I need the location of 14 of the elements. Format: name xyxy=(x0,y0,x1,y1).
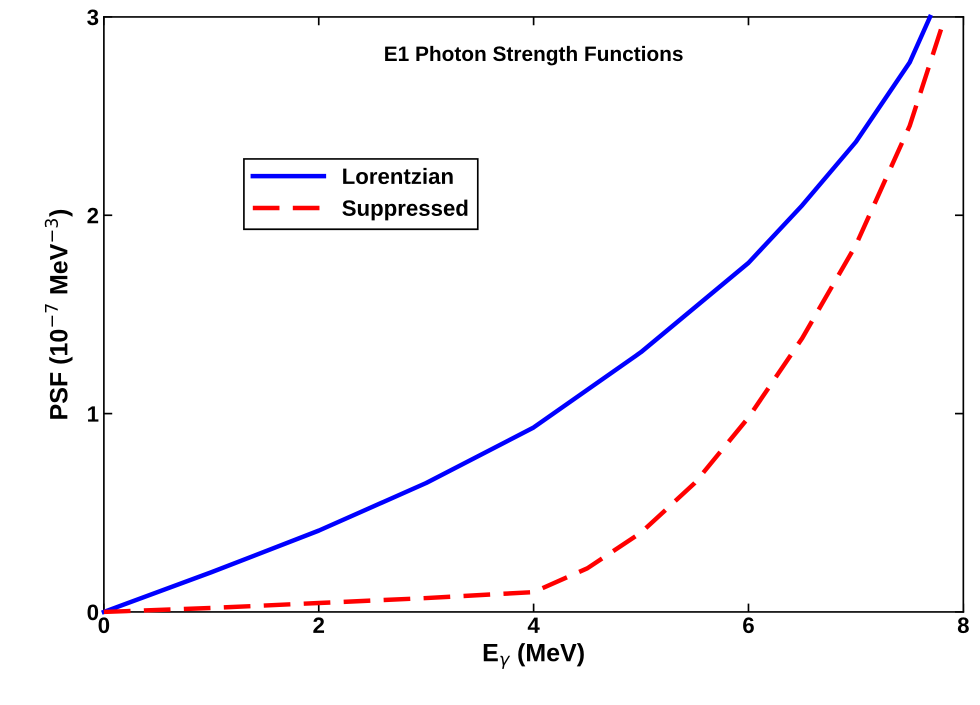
y-tick-label: 3 xyxy=(87,9,98,26)
y-tick-label: 2 xyxy=(87,208,98,224)
y-tick-label: 0 xyxy=(88,604,98,620)
y-axis-title: PSF (10$^{−7}$ MeV$^{−3}$) xyxy=(44,210,73,419)
x-axis-title: E$_{γ}$ (MeV) xyxy=(484,643,584,669)
x-tick-label: 6 xyxy=(743,617,754,634)
x-tick-label: 4 xyxy=(528,618,540,633)
x-tick-label: 8 xyxy=(958,617,969,634)
legend-label: Suppressed xyxy=(342,200,468,220)
x-tick-label: 2 xyxy=(313,617,324,633)
legend-label: Lorentzian xyxy=(343,168,453,184)
x-tick-label: 0 xyxy=(98,617,110,634)
y-tick-label: 1 xyxy=(88,406,98,422)
text: E1 Photon Strength Functions xyxy=(385,46,683,66)
